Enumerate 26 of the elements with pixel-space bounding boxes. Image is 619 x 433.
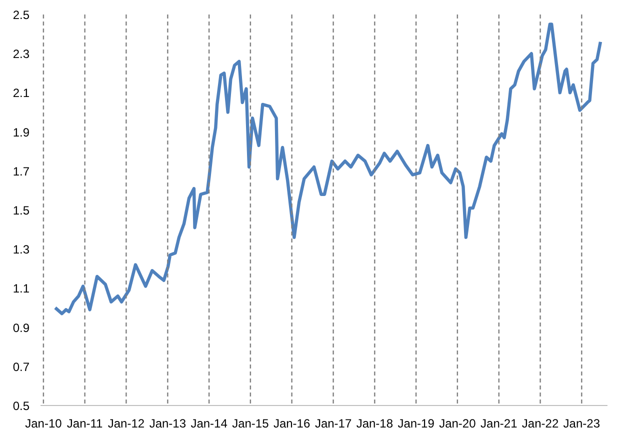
y-tick-label: 0.7 bbox=[12, 360, 30, 374]
y-tick-label: 2.1 bbox=[12, 86, 30, 100]
x-tick-label: Jan-13 bbox=[149, 416, 186, 430]
y-tick-label: 0.5 bbox=[12, 399, 30, 413]
x-tick-label: Jan-17 bbox=[314, 416, 352, 430]
x-tick-label: Jan-15 bbox=[232, 416, 270, 430]
y-tick-label: 1.3 bbox=[12, 242, 30, 257]
y-tick-label: 0.9 bbox=[12, 320, 30, 335]
x-tick-label: Jan-22 bbox=[522, 416, 559, 430]
y-tick-label: 1.9 bbox=[12, 125, 30, 140]
x-tick-label: Jan-21 bbox=[480, 416, 518, 430]
x-tick-label: Jan-10 bbox=[25, 416, 62, 430]
x-tick-label: Jan-16 bbox=[273, 416, 310, 430]
x-tick-label: Jan-18 bbox=[356, 416, 394, 430]
x-tick-label: Jan-11 bbox=[66, 416, 104, 430]
x-tick-label: Jan-19 bbox=[398, 416, 435, 430]
y-tick-label: 1.5 bbox=[12, 204, 30, 218]
y-tick-label: 1.1 bbox=[12, 282, 30, 296]
line-series bbox=[54, 22, 602, 316]
x-tick-label: Jan-12 bbox=[108, 416, 145, 430]
y-tick-label: 2.5 bbox=[12, 8, 30, 22]
y-tick-label: 2.3 bbox=[12, 47, 30, 62]
x-tick-label: Jan-14 bbox=[190, 416, 228, 430]
x-tick-label: Jan-20 bbox=[439, 416, 476, 430]
x-tick-label: Jan-23 bbox=[563, 416, 600, 430]
y-tick-label: 1.7 bbox=[12, 164, 30, 178]
